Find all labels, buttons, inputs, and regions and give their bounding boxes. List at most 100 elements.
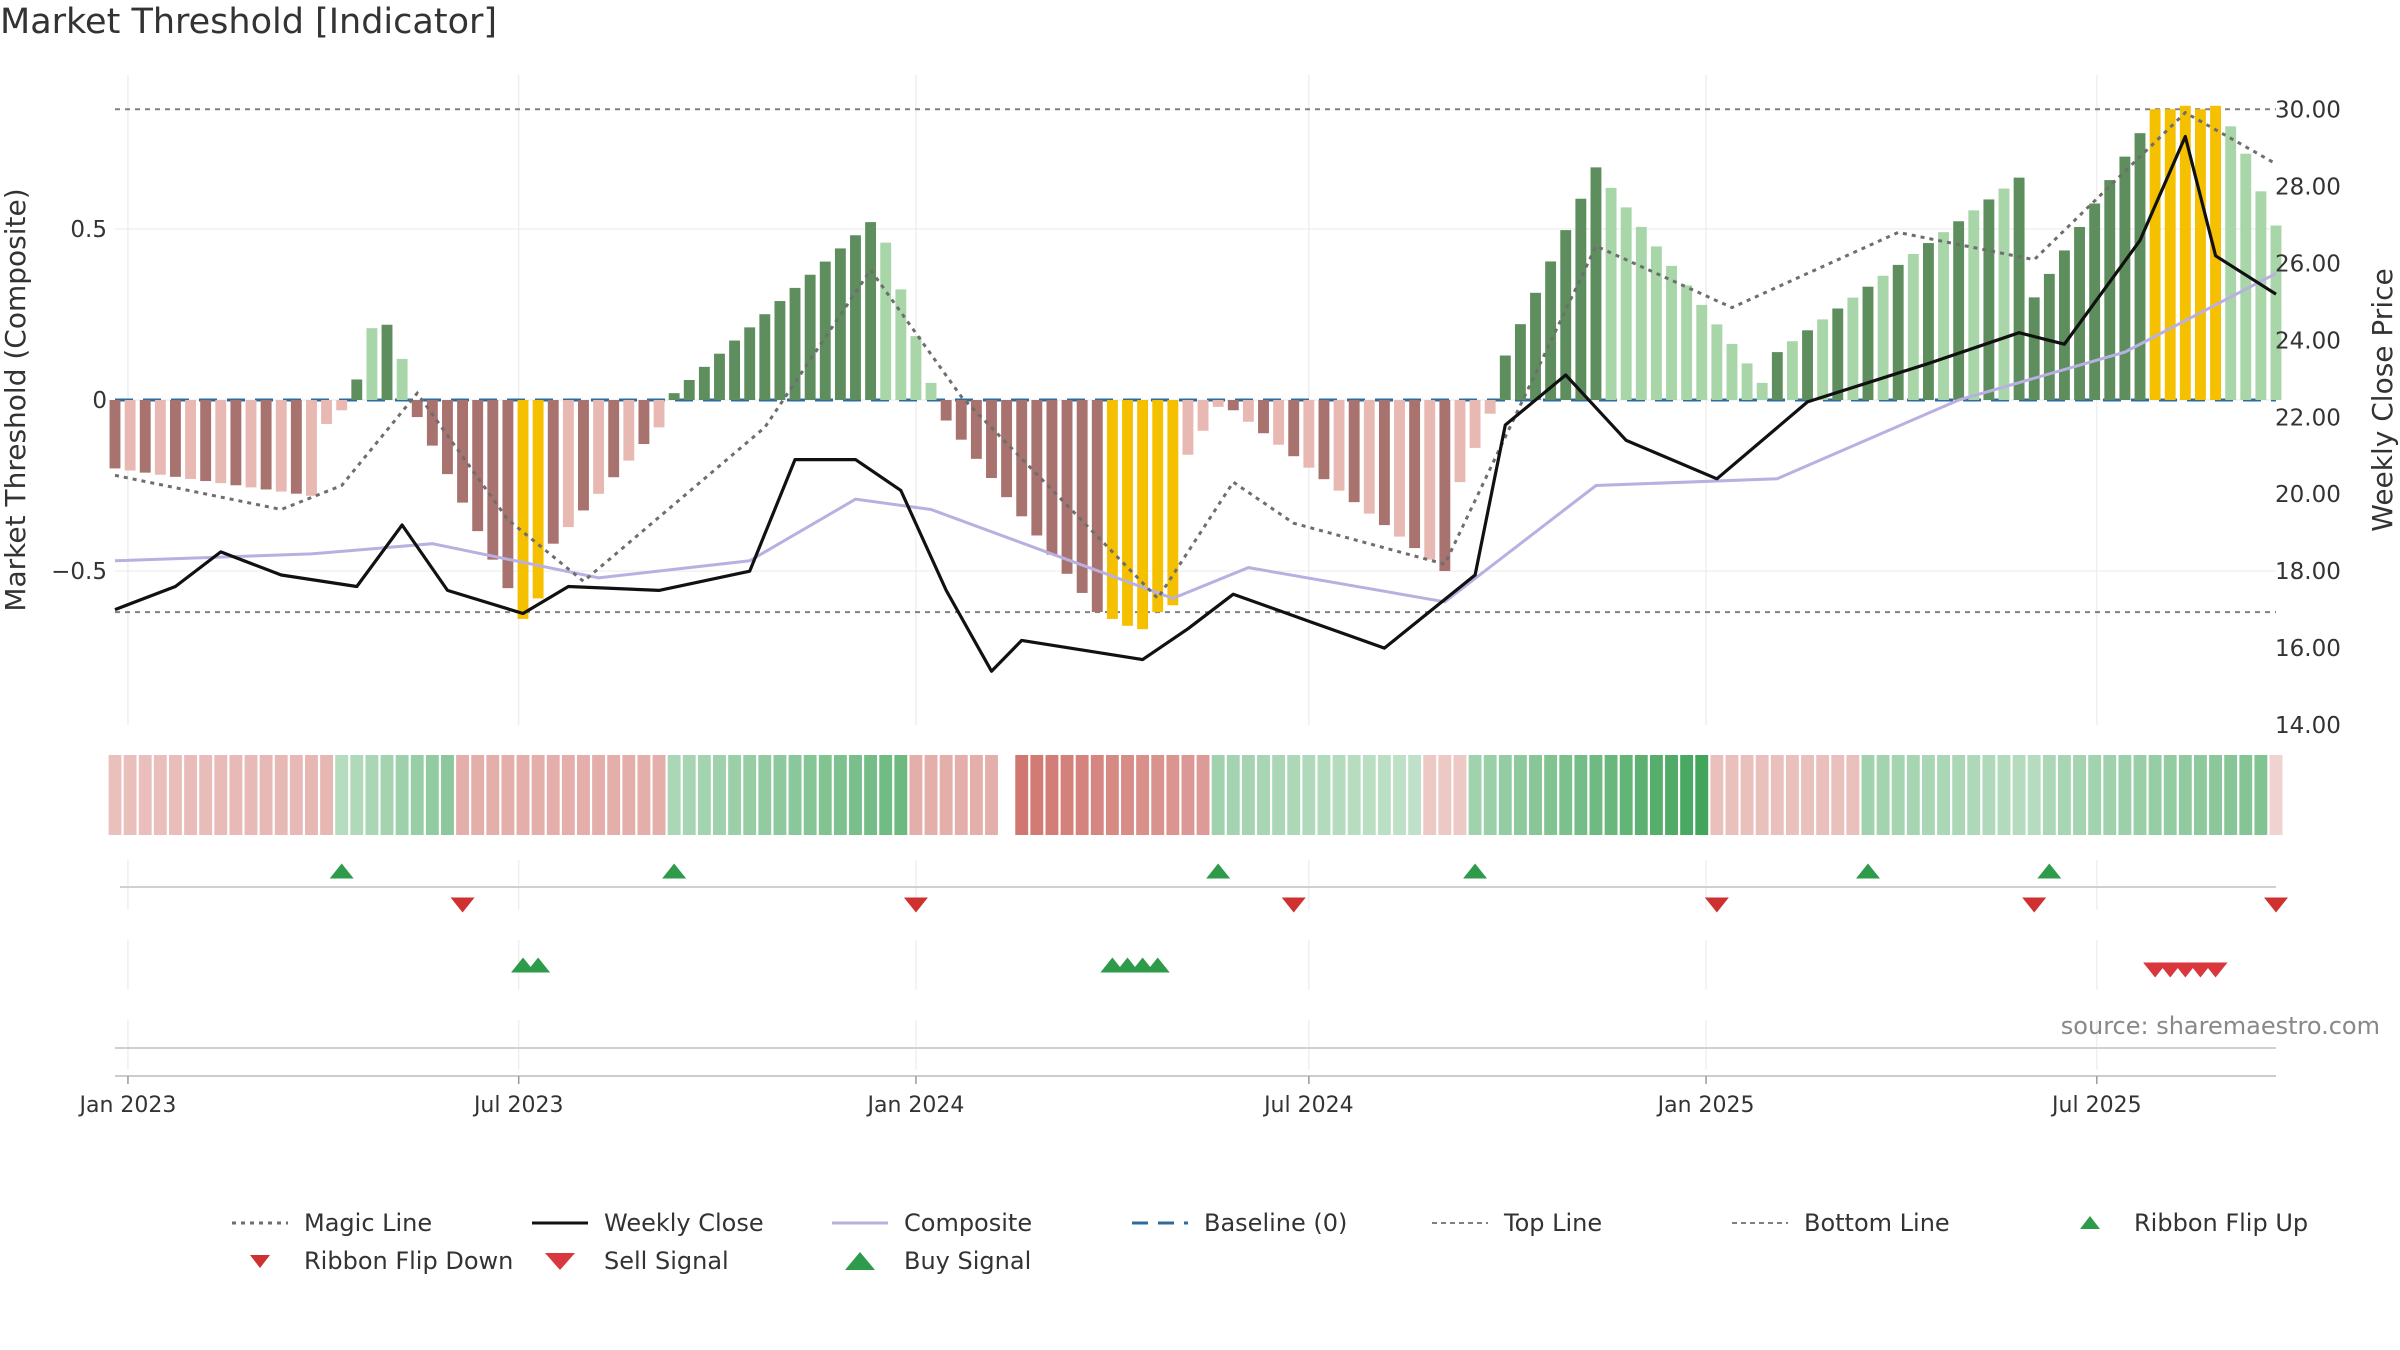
ribbon-cell — [2178, 755, 2192, 835]
ribbon-cell — [1045, 755, 1059, 835]
ribbon-cell — [320, 755, 334, 835]
ribbon-flip-down-marker — [903, 897, 928, 913]
composite-bar — [1741, 363, 1753, 400]
ribbon-cell — [758, 755, 772, 835]
composite-bar — [1998, 188, 2010, 400]
y-right-tick-label: 20.00 — [2275, 482, 2341, 508]
composite-bar — [698, 366, 710, 400]
ribbon-cell — [471, 755, 485, 835]
composite-bar — [910, 336, 922, 400]
composite-bar — [472, 400, 484, 532]
ribbon-cell — [637, 755, 651, 835]
composite-bar — [487, 400, 499, 560]
ribbon-cell — [924, 755, 938, 835]
signal-markers — [115, 863, 2288, 1049]
ribbon-cell — [713, 755, 726, 835]
composite-bar — [925, 382, 937, 400]
composite-bar — [1439, 400, 1451, 572]
composite-bar — [850, 235, 861, 400]
ribbon-cell — [2133, 755, 2147, 835]
composite-bar — [1288, 400, 1300, 457]
composite-bar — [336, 400, 348, 411]
ribbon-flip-down-marker — [2022, 897, 2047, 913]
y-right-tick-label: 16.00 — [2275, 636, 2341, 662]
legend-item-buy-signal: Buy Signal — [830, 1243, 1031, 1279]
composite-bar — [2149, 109, 2161, 401]
composite-bar — [1016, 400, 1028, 517]
ribbon-cell — [169, 755, 182, 835]
composite-bar — [109, 400, 121, 469]
composite-bar — [1786, 341, 1798, 400]
composite-bar — [1666, 265, 1677, 400]
legend-label: Bottom Line — [1804, 1209, 1950, 1237]
ribbon-cell — [531, 755, 545, 835]
ribbon-cell — [546, 755, 560, 835]
composite-bar — [200, 400, 212, 482]
ribbon-cell — [1529, 755, 1542, 835]
ribbon-cell — [1151, 755, 1165, 835]
composite-bar — [562, 400, 574, 528]
composite-bar — [1001, 400, 1013, 498]
legend-swatch — [830, 1211, 890, 1235]
ribbon-cell — [1060, 755, 1074, 835]
composite-bar — [1877, 275, 1889, 400]
ribbon-cell — [2209, 755, 2222, 835]
ribbon-cell — [1876, 755, 1890, 835]
ribbon-cell — [1498, 755, 1512, 835]
y-right-tick-label: 14.00 — [2275, 713, 2341, 739]
ribbon-cell — [909, 755, 923, 835]
ribbon-cell — [365, 755, 379, 835]
ribbon-cell — [682, 755, 696, 835]
composite-bar — [834, 248, 846, 400]
ribbon-cell — [1906, 755, 1920, 835]
legend-swatch — [230, 1211, 290, 1235]
ribbon-cell — [2057, 755, 2071, 835]
composite-bar — [653, 400, 665, 428]
composite-bar — [170, 400, 181, 477]
legend-label: Buy Signal — [904, 1247, 1032, 1275]
ribbon-cell — [395, 755, 409, 835]
ribbon-cell — [1241, 755, 1255, 835]
ribbon-cell — [2012, 755, 2026, 835]
composite-bar — [1273, 400, 1285, 445]
ribbon-cell — [939, 755, 953, 835]
composite-bar — [2179, 105, 2191, 400]
ribbon-cell — [1166, 755, 1180, 835]
magic-line — [114, 110, 2277, 601]
ribbon-cell — [1997, 755, 2011, 835]
buy-signal-marker — [1115, 957, 1140, 973]
composite-bar — [2134, 133, 2146, 400]
ribbon-cell — [2163, 755, 2177, 835]
composite-bar — [1167, 400, 1179, 606]
ribbon-cell — [214, 755, 228, 835]
ribbon-cell — [1257, 755, 1270, 835]
composite-bar — [1348, 400, 1360, 503]
composite-bar — [970, 400, 982, 459]
ribbon-cell — [123, 755, 137, 835]
composite-bar — [1696, 304, 1708, 400]
legend-item-ribbon-flip-down: Ribbon Flip Down — [230, 1243, 513, 1279]
ribbon-cell — [622, 755, 636, 835]
composite-bar — [1394, 400, 1405, 537]
ribbon-cell — [652, 755, 666, 835]
legend-item-bottom-line: Bottom Line — [1730, 1205, 1950, 1241]
legend-swatch — [1430, 1211, 1490, 1235]
ribbon-cell — [818, 755, 832, 835]
ribbon-cell — [833, 755, 847, 835]
x-tick-label: Jan 2023 — [77, 1093, 176, 1118]
composite-bar — [1968, 210, 1980, 400]
composite-bar — [2104, 180, 2116, 400]
ribbon-cell — [667, 755, 681, 835]
sell-signal-marker — [2173, 962, 2198, 978]
composite-bar — [865, 222, 877, 400]
ribbon-cell — [1453, 755, 1467, 835]
composite-bar — [1635, 226, 1647, 400]
legend-swatch — [2060, 1211, 2120, 1235]
legend-item-top-line: Top Line — [1430, 1205, 1602, 1241]
composite-bar — [1484, 400, 1496, 414]
ribbon-flip-up-marker — [2037, 863, 2062, 879]
x-tick-label: Jul 2023 — [472, 1093, 564, 1118]
y-left-tick-label: 0.5 — [70, 217, 107, 243]
ribbon-cell — [1226, 755, 1240, 835]
